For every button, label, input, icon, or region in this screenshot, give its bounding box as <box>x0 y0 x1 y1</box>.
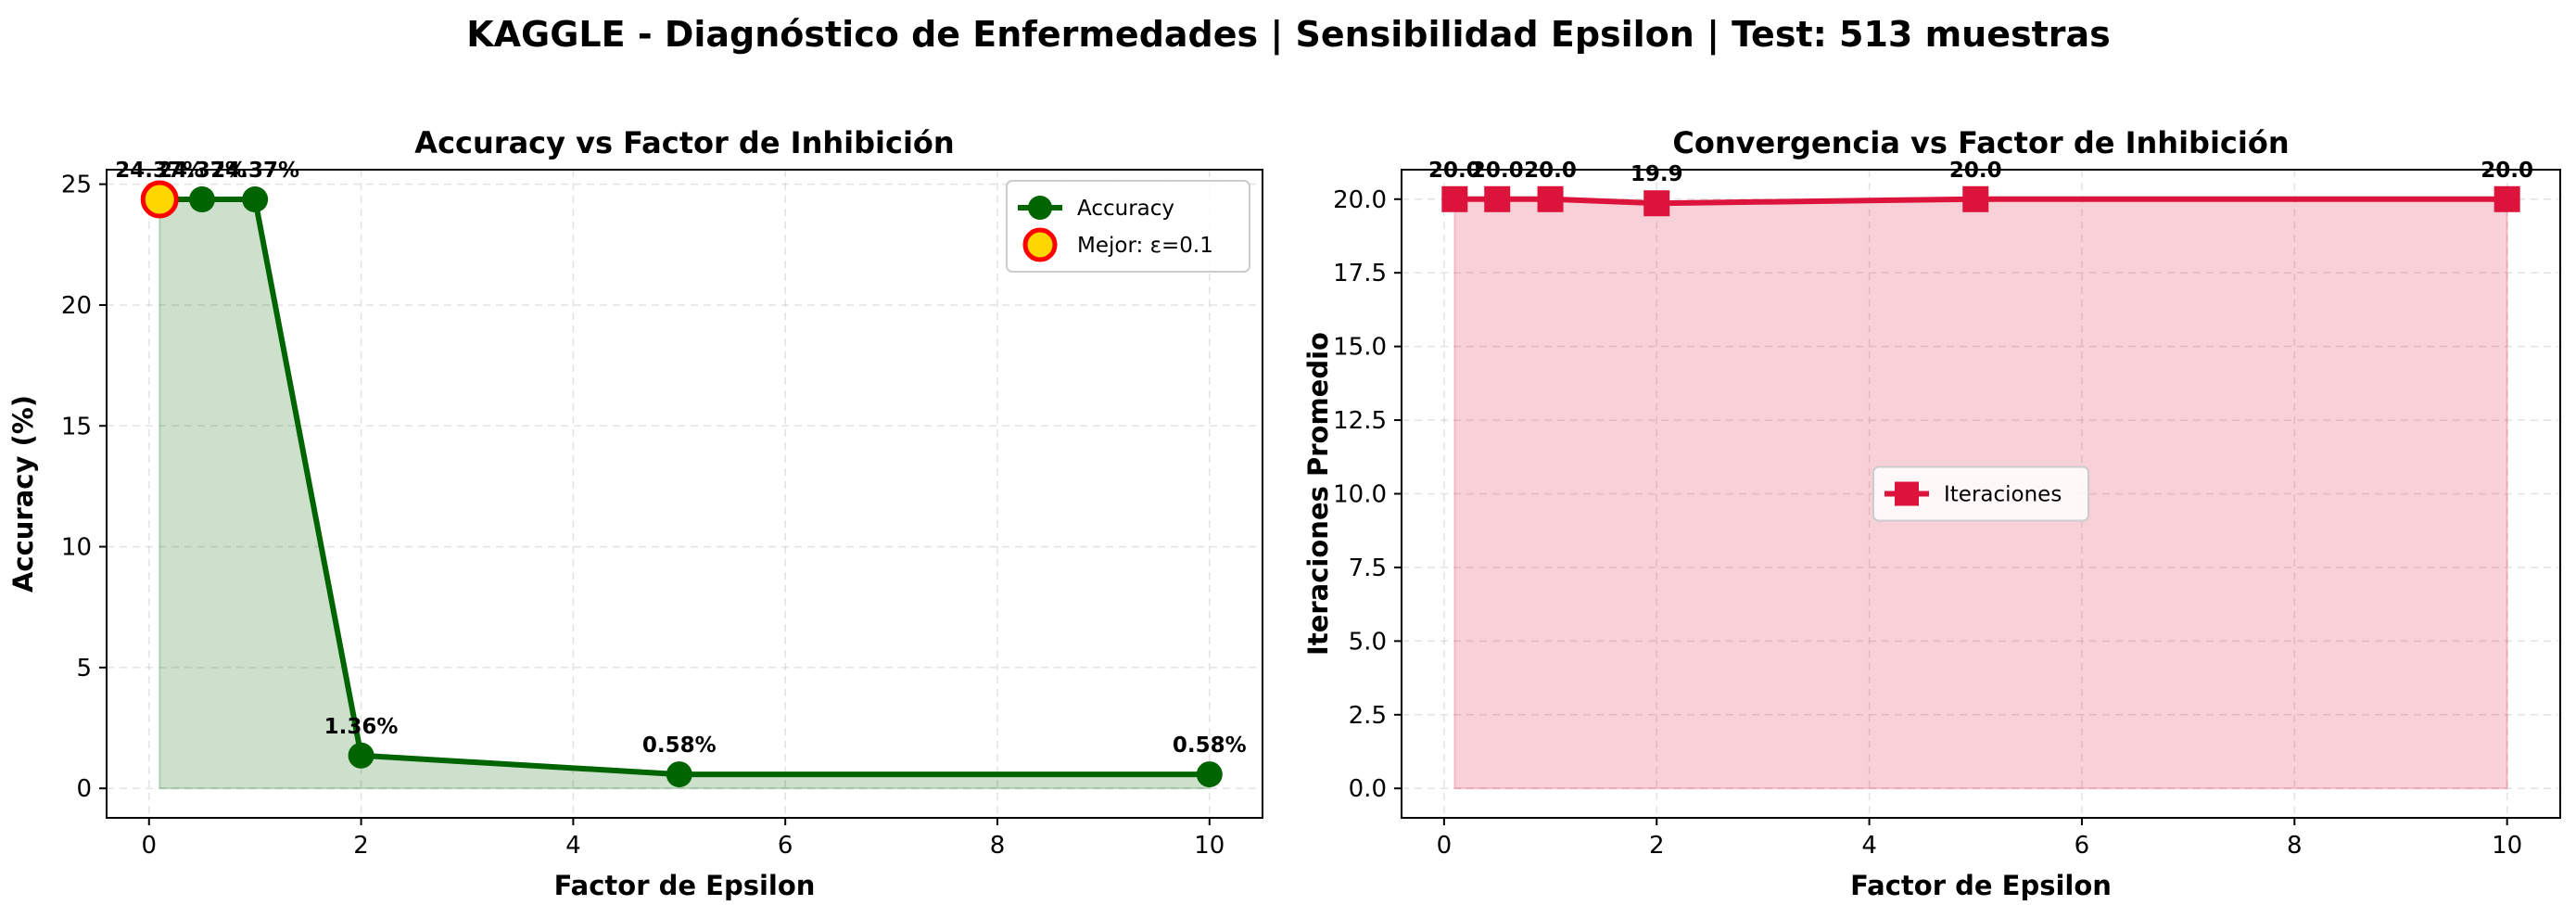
y-tick-label: 15.0 <box>1333 334 1387 362</box>
x-tick-label: 10 <box>1194 832 1225 860</box>
x-tick-label: 4 <box>565 832 581 860</box>
y-tick-label: 20 <box>61 292 92 320</box>
legend-box <box>1872 465 2089 522</box>
data-point <box>1537 185 1564 212</box>
y-axis-label: Iteraciones Promedio <box>1302 332 1334 656</box>
y-tick-label: 20.0 <box>1333 186 1387 214</box>
data-label: 24.37% <box>210 159 299 183</box>
y-tick-label: 0 <box>76 775 92 803</box>
data-label: 0.58% <box>642 733 717 758</box>
y-tick-label: 7.5 <box>1349 555 1387 582</box>
data-label: 24.37% <box>115 159 204 183</box>
data-point <box>666 761 692 788</box>
x-tick-label: 6 <box>2075 832 2090 860</box>
data-point <box>348 742 374 769</box>
data-point <box>1643 190 1670 217</box>
x-tick-label: 2 <box>353 832 369 860</box>
plot-frame <box>106 169 1263 819</box>
x-tick-label: 4 <box>1861 832 1877 860</box>
legend-label: Mejor: ε=0.1 <box>1077 234 1213 258</box>
x-tick-label: 10 <box>2492 832 2522 860</box>
y-tick-label: 5.0 <box>1349 628 1387 656</box>
legend-label: Iteraciones <box>1944 483 2062 507</box>
best-point-marker <box>140 180 179 219</box>
y-tick-label: 2.5 <box>1349 702 1387 730</box>
y-tick-label: 12.5 <box>1333 407 1387 435</box>
y-tick-label: 15 <box>61 413 92 440</box>
x-axis-label: Factor de Epsilon <box>1850 870 2112 901</box>
data-label: 24.37% <box>158 159 247 183</box>
data-label: 0.58% <box>1173 733 1247 758</box>
x-axis-label: Factor de Epsilon <box>554 870 816 901</box>
convergence-chart: 20.020.0 20.0 19.9 20.0 20.00 2 4 6 8 100.02.55.0… <box>1302 125 2561 901</box>
y-axis-label: Accuracy (%) <box>7 395 39 593</box>
x-tick-label: 6 <box>778 832 793 860</box>
y-tick-label: 25 <box>61 172 92 199</box>
data-point <box>188 186 215 213</box>
x-tick-label: 8 <box>2287 832 2303 860</box>
legend: Iteraciones <box>1872 465 2089 522</box>
x-tick-label: 8 <box>990 832 1006 860</box>
data-point <box>1484 185 1511 212</box>
data-point <box>2494 185 2520 212</box>
chart-title: Accuracy vs Factor de Inhibición <box>414 125 954 160</box>
y-tick-label: 17.5 <box>1333 260 1387 287</box>
data-point <box>1441 185 1468 212</box>
legend: Accuracy Mejor: ε=0.1 <box>1006 180 1250 273</box>
data-point <box>242 186 269 213</box>
data-label: 19.9 <box>1631 162 1683 186</box>
y-tick-label: 5 <box>76 655 92 682</box>
y-tick-label: 10.0 <box>1333 481 1387 509</box>
data-point <box>1962 185 1989 212</box>
figure-title: KAGGLE - Diagnóstico de Enfermedades | S… <box>466 14 2111 56</box>
data-label: 1.36% <box>324 715 399 739</box>
x-tick-label: 0 <box>1437 832 1453 860</box>
legend-box <box>1006 180 1250 273</box>
area-fill <box>159 198 1211 790</box>
x-tick-label: 0 <box>141 832 157 860</box>
accuracy-chart: 24.37%24.37%24.37% 1.36% 0.58% 0.58% 0 2 4 6 8 10… <box>7 125 1263 901</box>
data-point <box>1196 761 1223 788</box>
legend-marker <box>1895 481 1919 506</box>
y-tick-label: 0.0 <box>1349 775 1387 803</box>
legend-highlight-marker <box>1022 227 1058 262</box>
chart-title: Convergencia vs Factor de Inhibición <box>1672 125 2289 160</box>
legend-label: Accuracy <box>1077 197 1174 221</box>
y-tick-label: 10 <box>61 534 92 562</box>
x-tick-label: 2 <box>1649 832 1665 860</box>
legend-marker <box>1028 196 1052 220</box>
